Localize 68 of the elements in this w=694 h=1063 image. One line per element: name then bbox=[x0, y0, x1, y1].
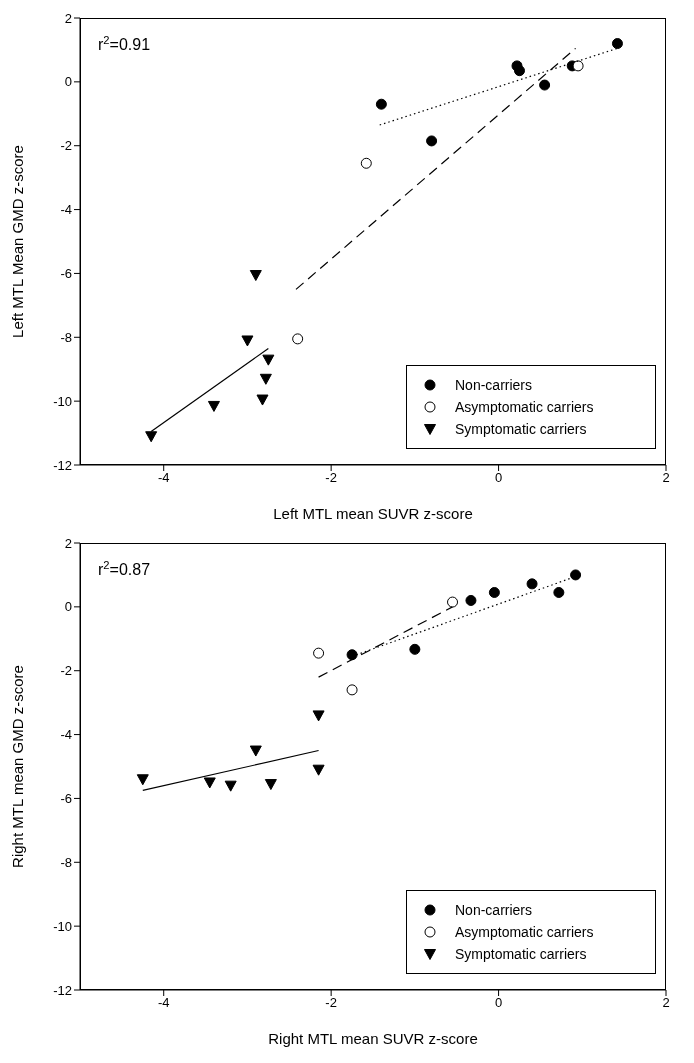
point bbox=[375, 98, 387, 110]
y-axis-title: Right MTL mean GMD z-score bbox=[9, 665, 27, 868]
point bbox=[409, 643, 421, 655]
point bbox=[426, 135, 438, 147]
point bbox=[312, 710, 325, 722]
legend-label: Symptomatic carriers bbox=[455, 946, 587, 962]
y-tick-label: -10 bbox=[53, 918, 72, 934]
point bbox=[346, 649, 358, 661]
annotation: r$^{2}$=0.91 bbox=[98, 34, 151, 53]
point bbox=[259, 373, 272, 385]
x-axis-title: Left MTL mean SUVR z-score bbox=[273, 505, 473, 522]
y-tick-label: 2 bbox=[64, 10, 72, 26]
legend-label: Non-carriers bbox=[455, 902, 533, 918]
y-tick-label: -8 bbox=[60, 329, 72, 345]
annotation: r$^{2}$=0.87 bbox=[98, 559, 151, 578]
y-tick-label: -2 bbox=[60, 138, 72, 154]
x-tick-label: -2 bbox=[325, 995, 337, 1011]
x-tick-label: 2 bbox=[662, 470, 670, 486]
point bbox=[611, 38, 623, 50]
y-tick-label: -4 bbox=[60, 727, 72, 743]
point bbox=[136, 774, 149, 786]
point bbox=[249, 270, 262, 282]
point bbox=[488, 586, 500, 598]
point bbox=[553, 586, 565, 598]
point bbox=[360, 157, 372, 169]
x-tick-label: 0 bbox=[494, 995, 503, 1011]
x-tick-label: -2 bbox=[325, 470, 337, 486]
point bbox=[572, 60, 584, 72]
point bbox=[465, 594, 477, 606]
point bbox=[312, 764, 325, 776]
point bbox=[241, 335, 254, 347]
point bbox=[264, 779, 277, 791]
legend-label: Symptomatic carriers bbox=[455, 421, 587, 437]
point bbox=[203, 777, 216, 789]
y-tick-label: -6 bbox=[60, 266, 72, 282]
point bbox=[292, 333, 304, 345]
legend-label: Asymptomatic carriers bbox=[455, 924, 594, 940]
point bbox=[256, 394, 269, 406]
x-axis-title: Right MTL mean SUVR z-score bbox=[268, 1030, 478, 1047]
legend-label: Asymptomatic carriers bbox=[455, 399, 594, 415]
x-tick-label: 0 bbox=[494, 470, 503, 486]
y-tick-label: -8 bbox=[60, 854, 72, 870]
y-tick-label: -2 bbox=[60, 663, 72, 679]
point bbox=[447, 596, 459, 608]
y-tick-label: -6 bbox=[60, 791, 72, 807]
point bbox=[224, 780, 237, 792]
point bbox=[145, 431, 158, 443]
point bbox=[249, 745, 262, 757]
y-axis-title: Left MTL Mean GMD z-score bbox=[9, 145, 27, 338]
legend-label: Non-carriers bbox=[455, 377, 533, 393]
point bbox=[514, 65, 525, 77]
point bbox=[207, 400, 220, 412]
y-tick-label: -4 bbox=[60, 202, 72, 218]
y-tick-label: 0 bbox=[64, 599, 72, 615]
y-tick-label: -10 bbox=[53, 393, 72, 409]
y-tick-label: -12 bbox=[53, 457, 72, 473]
y-tick-label: -12 bbox=[53, 982, 72, 998]
point bbox=[539, 79, 551, 91]
point bbox=[262, 354, 275, 366]
point bbox=[313, 647, 325, 659]
y-tick-label: 2 bbox=[64, 535, 72, 551]
point bbox=[526, 578, 538, 590]
x-tick-label: 2 bbox=[662, 995, 670, 1011]
point bbox=[346, 684, 358, 696]
point bbox=[570, 569, 582, 581]
x-tick-label: -4 bbox=[157, 470, 170, 486]
x-tick-label: -4 bbox=[157, 995, 170, 1011]
y-tick-label: 0 bbox=[64, 74, 72, 90]
